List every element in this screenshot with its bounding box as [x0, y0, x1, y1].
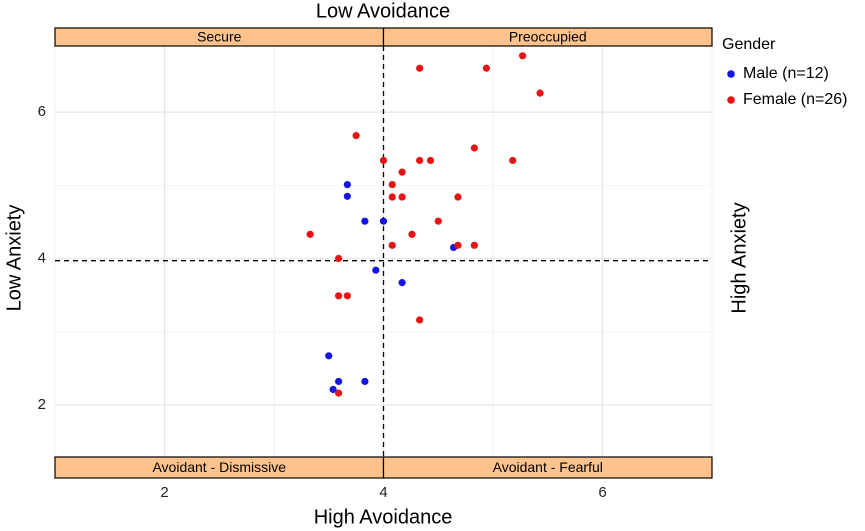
- x-axis-title: High Avoidance: [314, 506, 453, 528]
- point: [434, 217, 442, 225]
- point: [361, 217, 369, 225]
- point: [454, 193, 462, 201]
- point: [388, 241, 396, 249]
- point: [335, 377, 343, 386]
- x-tick-label: 4: [379, 484, 387, 501]
- y-axis-title-right: High Anxiety: [728, 202, 750, 313]
- point: [388, 193, 396, 201]
- point: [335, 389, 343, 397]
- point: [379, 156, 388, 165]
- quadrant-strip: [382, 456, 713, 479]
- point: [325, 352, 333, 360]
- y-tick-label: 4: [38, 249, 46, 266]
- legend-marker: [727, 70, 735, 78]
- point: [329, 385, 337, 394]
- point: [335, 292, 343, 300]
- y-axis-title: Low Anxiety: [3, 205, 25, 312]
- point: [416, 156, 424, 165]
- point: [398, 279, 406, 287]
- point: [426, 156, 435, 165]
- point: [398, 193, 406, 201]
- point: [470, 241, 478, 249]
- x-tick-label: 2: [160, 484, 168, 501]
- y-tick-label: 6: [38, 103, 46, 120]
- point: [343, 180, 351, 189]
- point: [408, 230, 416, 238]
- point: [352, 131, 360, 140]
- legend-label: Female (n=26): [743, 91, 848, 108]
- point: [343, 192, 351, 200]
- point: [416, 316, 424, 324]
- x-tick-label: 6: [598, 484, 606, 501]
- point: [482, 64, 491, 72]
- point: [454, 241, 462, 249]
- quadrant-label: Secure: [197, 29, 242, 45]
- top-label: Low Avoidance: [316, 0, 450, 22]
- legend-label: Male (n=12): [743, 65, 829, 82]
- point: [306, 230, 314, 238]
- quadrant-label: Avoidant - Dismissive: [152, 459, 286, 475]
- point: [379, 217, 388, 225]
- point: [518, 52, 527, 60]
- y-tick-label: 2: [38, 396, 46, 413]
- point: [509, 156, 517, 165]
- quadrant-label: Avoidant - Fearful: [493, 459, 603, 475]
- point: [388, 180, 396, 189]
- point: [343, 292, 351, 300]
- quadrant-strip: [382, 27, 713, 47]
- point: [372, 266, 380, 274]
- point: [398, 168, 406, 176]
- legend-marker: [727, 96, 735, 104]
- legend-title: Gender: [722, 36, 776, 53]
- point: [536, 89, 544, 97]
- point: [470, 144, 478, 152]
- point: [361, 377, 369, 386]
- point: [416, 64, 424, 72]
- point: [335, 254, 343, 263]
- quadrant-label: Preoccupied: [509, 29, 587, 45]
